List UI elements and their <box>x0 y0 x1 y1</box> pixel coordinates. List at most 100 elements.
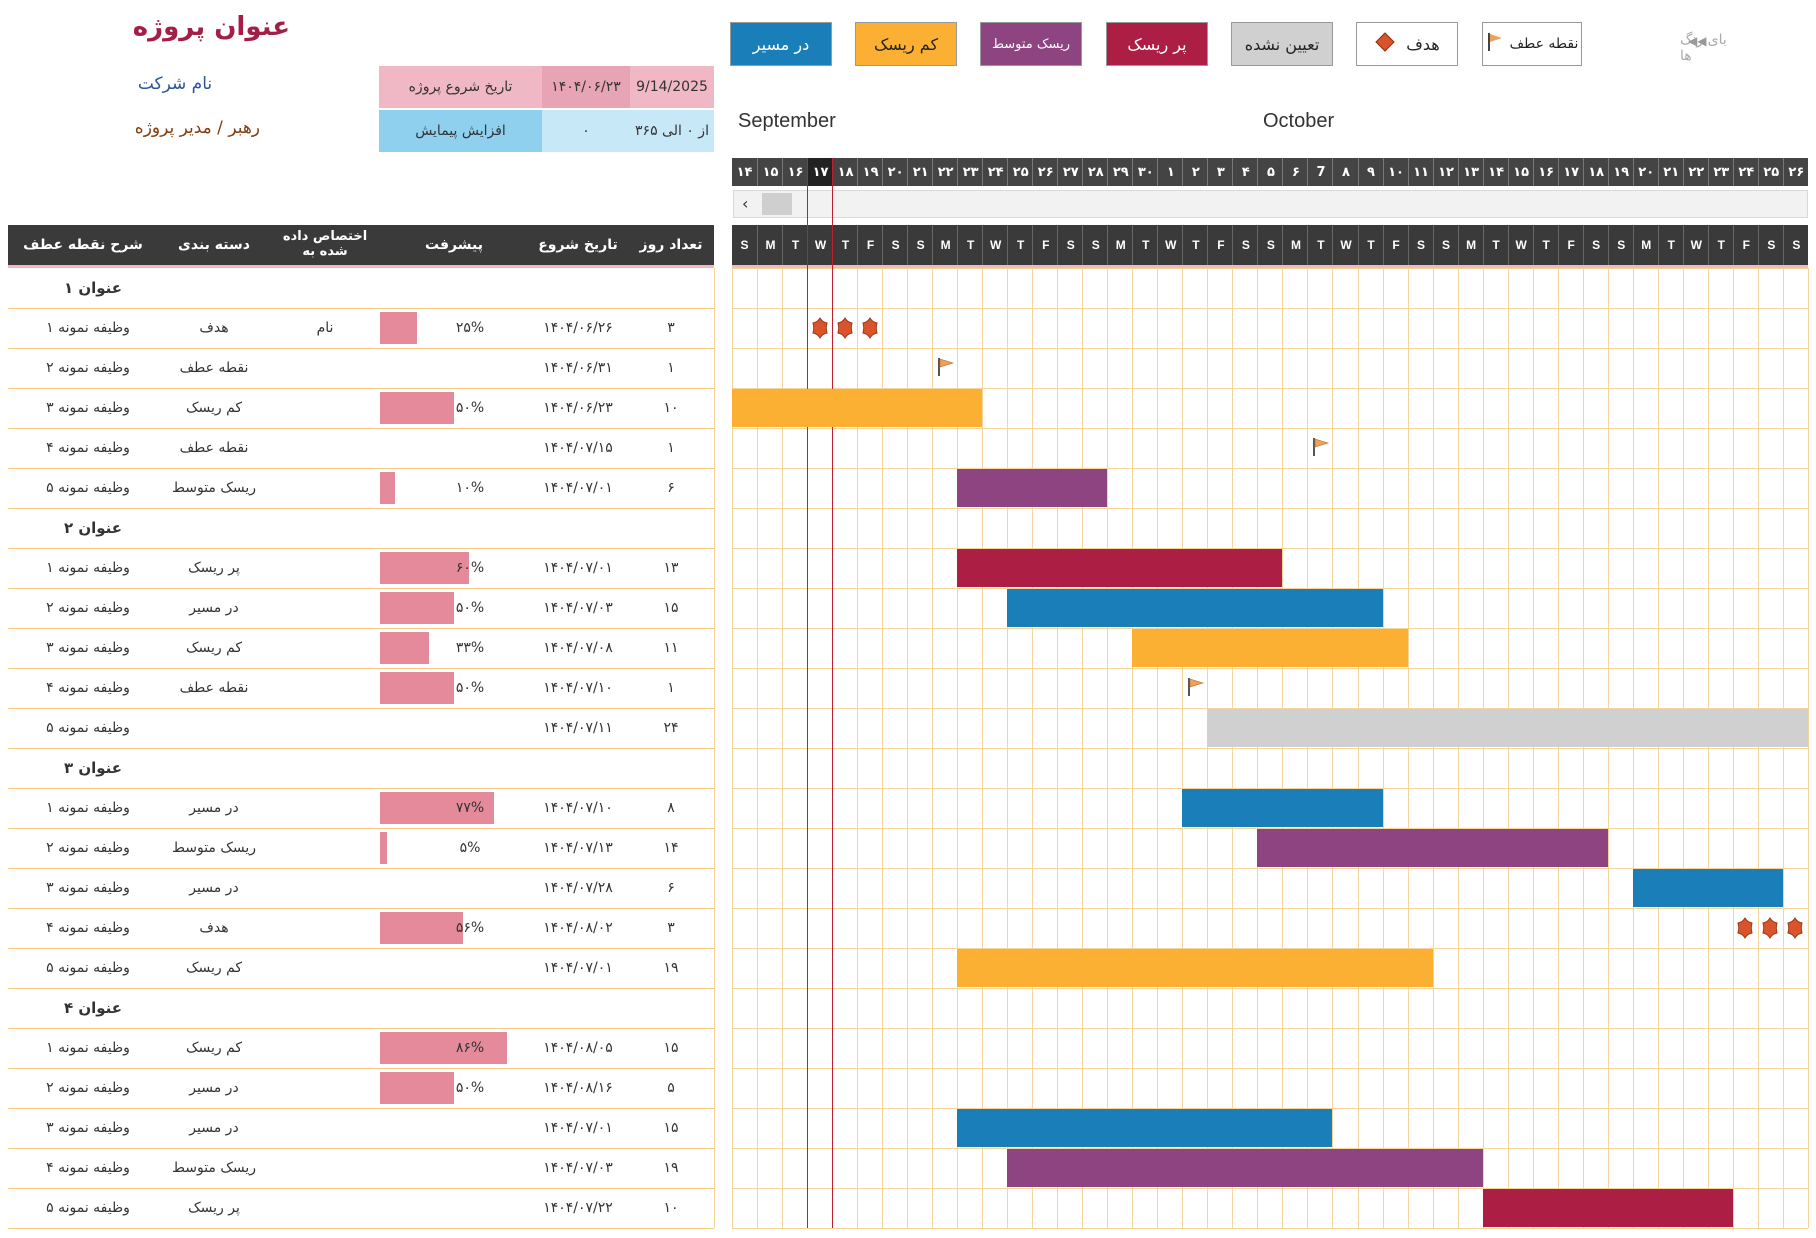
gantt-bar-medium-risk[interactable] <box>1007 1149 1483 1187</box>
gantt-bar-on-track[interactable] <box>957 1109 1333 1147</box>
goal-diamond-icon[interactable] <box>859 317 881 339</box>
section-row[interactable]: عنوان ۳ <box>8 748 714 789</box>
day-number: ۲۲ <box>1682 158 1709 186</box>
scroll-left-icon[interactable]: ‹ <box>742 194 749 213</box>
grid-line <box>732 948 1808 949</box>
task-description: وظیفه نمونه ۴ <box>46 440 130 456</box>
gantt-bar-on-track[interactable] <box>1632 869 1783 907</box>
task-row[interactable]: ۳ ۱۴۰۴/۰۶/۲۶ ۲۵% نام هدف وظیفه نمونه ۱ <box>8 308 714 349</box>
gantt-bar-unassigned[interactable] <box>1207 709 1808 747</box>
task-row[interactable]: ۱۵ ۱۴۰۴/۰۷/۰۳ ۵۰% در مسیر وظیفه نمونه ۲ <box>8 588 714 629</box>
task-row[interactable]: ۱۰ ۱۴۰۴/۰۶/۲۳ ۵۰% کم ریسک وظیفه نمونه ۳ <box>8 388 714 429</box>
day-number: ۱۷ <box>807 158 834 186</box>
task-assigned <box>270 1148 380 1188</box>
task-description: وظیفه نمونه ۴ <box>46 920 130 936</box>
gantt-bar-medium-risk[interactable] <box>957 469 1108 507</box>
legend-unassigned[interactable]: تعیین نشده <box>1231 22 1333 66</box>
gantt-bar-on-track[interactable] <box>1182 789 1383 827</box>
section-row[interactable]: عنوان ۱ <box>8 268 714 309</box>
start-date-gregorian[interactable]: 9/14/2025 <box>630 66 714 108</box>
weekday-letter: T <box>1307 225 1333 265</box>
task-row[interactable]: ۶ ۱۴۰۴/۰۷/۲۸ در مسیر وظیفه نمونه ۳ <box>8 868 714 909</box>
goal-diamond-icon[interactable] <box>834 317 856 339</box>
legend-low-risk[interactable]: کم ریسک <box>855 22 957 66</box>
milestone-flag-icon[interactable] <box>1186 676 1206 698</box>
milestone-flag-icon <box>1486 31 1504 57</box>
task-start-date: ۱۴۰۴/۰۷/۱۰ <box>543 800 613 816</box>
task-row[interactable]: ۶ ۱۴۰۴/۰۷/۰۱ ۱۰% ریسک متوسط وظیفه نمونه ۵ <box>8 468 714 509</box>
task-row[interactable]: ۵ ۱۴۰۴/۰۸/۱۶ ۵۰% در مسیر وظیفه نمونه ۲ <box>8 1068 714 1109</box>
legend-on-track[interactable]: در مسیر <box>730 22 832 66</box>
task-start-date: ۱۴۰۴/۰۷/۱۵ <box>543 440 613 456</box>
timeline-scrollbar[interactable]: ‹ <box>733 190 1808 218</box>
grid-line <box>732 628 1808 629</box>
task-start-date: ۱۴۰۴/۰۷/۰۱ <box>543 960 613 976</box>
task-row[interactable]: ۳ ۱۴۰۴/۰۸/۰۲ ۵۶% هدف وظیفه نمونه ۴ <box>8 908 714 949</box>
task-row[interactable]: ۱ ۱۴۰۴/۰۷/۱۵ نقطه عطف وظیفه نمونه ۴ <box>8 428 714 469</box>
gantt-bar-low-risk[interactable] <box>1132 629 1408 667</box>
legend-high-risk[interactable]: پر ریسک <box>1106 22 1208 66</box>
gantt-bar-high-risk[interactable] <box>957 549 1283 587</box>
task-row[interactable]: ۱ ۱۴۰۴/۰۶/۳۱ نقطه عطف وظیفه نمونه ۲ <box>8 348 714 389</box>
goal-diamond-icon[interactable] <box>1759 917 1781 939</box>
task-progress-text: ۲۵% <box>455 320 485 336</box>
grid-line <box>732 988 1808 989</box>
grid-line <box>732 548 1808 549</box>
task-assigned <box>270 708 380 748</box>
task-row[interactable]: ۱۳ ۱۴۰۴/۰۷/۰۱ ۶۰% پر ریسک وظیفه نمونه ۱ <box>8 548 714 589</box>
task-row[interactable]: ۱۵ ۱۴۰۴/۰۷/۰۱ در مسیر وظیفه نمونه ۳ <box>8 1108 714 1149</box>
goal-diamond-icon[interactable] <box>1784 917 1806 939</box>
gantt-bar-on-track[interactable] <box>1007 589 1383 627</box>
legend-milestone[interactable]: نقطه عطف <box>1482 22 1582 66</box>
gantt-bar-low-risk[interactable] <box>732 389 983 427</box>
task-description: وظیفه نمونه ۳ <box>46 400 130 416</box>
task-row[interactable]: ۱۱ ۱۴۰۴/۰۷/۰۸ ۳۳% کم ریسک وظیفه نمونه ۳ <box>8 628 714 669</box>
task-row[interactable]: ۲۴ ۱۴۰۴/۰۷/۱۱ وظیفه نمونه ۵ <box>8 708 714 749</box>
task-row[interactable]: ۱۹ ۱۴۰۴/۰۷/۰۱ کم ریسک وظیفه نمونه ۵ <box>8 948 714 989</box>
task-row[interactable]: ۱۰ ۱۴۰۴/۰۷/۲۲ پر ریسک وظیفه نمونه ۵ <box>8 1188 714 1229</box>
goal-diamond-icon[interactable] <box>1734 917 1756 939</box>
task-description: وظیفه نمونه ۱ <box>46 320 130 336</box>
section-row[interactable]: عنوان ۴ <box>8 988 714 1029</box>
day-number: ۱۹ <box>1607 158 1634 186</box>
grid-line <box>732 468 1808 469</box>
gantt-bar-low-risk[interactable] <box>957 949 1433 987</box>
grid-line <box>732 508 1808 509</box>
task-category: هدف <box>199 320 229 336</box>
grid-line <box>732 268 1808 269</box>
col-start: تاریخ شروع <box>538 236 618 253</box>
task-assigned <box>270 788 380 828</box>
weekday-letter: F <box>1557 225 1584 265</box>
gantt-bar-medium-risk[interactable] <box>1257 829 1608 867</box>
milestone-flag-icon[interactable] <box>936 356 956 378</box>
task-row[interactable]: ۱۴ ۱۴۰۴/۰۷/۱۳ ۵% ریسک متوسط وظیفه نمونه ۲ <box>8 828 714 869</box>
legend-goal[interactable]: هدف <box>1356 22 1458 66</box>
task-progress-text <box>420 1148 520 1188</box>
day-number: ۱۱ <box>1407 158 1434 186</box>
start-date-shamsi[interactable]: ۱۴۰۴/۰۶/۲۳ <box>542 66 630 108</box>
day-number: ۱۹ <box>857 158 883 186</box>
section-row[interactable]: عنوان ۲ <box>8 508 714 549</box>
task-row[interactable]: ۱ ۱۴۰۴/۰۷/۱۰ ۵۰% نقطه عطف وظیفه نمونه ۴ <box>8 668 714 709</box>
scroll-increment-value[interactable]: ۰ <box>542 110 630 152</box>
task-progress-text: ۵۰% <box>455 1080 485 1096</box>
task-row[interactable]: ۱۵ ۱۴۰۴/۰۸/۰۵ ۸۶% کم ریسک وظیفه نمونه ۱ <box>8 1028 714 1069</box>
legend-medium-risk[interactable]: ریسک متوسط <box>980 22 1082 66</box>
month-october: October <box>1263 110 1335 132</box>
day-number: ۱۶ <box>1532 158 1559 186</box>
goal-diamond-icon[interactable] <box>809 317 831 339</box>
gantt-bar-high-risk[interactable] <box>1482 1189 1733 1227</box>
progress-bar <box>380 672 454 704</box>
task-days: ۱۹ <box>663 1160 679 1176</box>
scroll-arrows-icon[interactable]: ◀◀ <box>1688 34 1707 48</box>
task-row[interactable]: ۸ ۱۴۰۴/۰۷/۱۰ ۷۷% در مسیر وظیفه نمونه ۱ <box>8 788 714 829</box>
task-row[interactable]: ۱۹ ۱۴۰۴/۰۷/۰۳ ریسک متوسط وظیفه نمونه ۴ <box>8 1148 714 1189</box>
grid-line <box>732 348 1808 349</box>
task-days: ۱۵ <box>663 1040 679 1056</box>
task-progress-text <box>420 348 520 388</box>
task-start-date: ۱۴۰۴/۰۷/۰۸ <box>543 640 613 656</box>
task-progress-text <box>420 708 520 748</box>
milestone-flag-icon[interactable] <box>1311 436 1331 458</box>
scroll-thumb[interactable] <box>762 193 792 215</box>
task-days: ۲۴ <box>663 720 679 736</box>
